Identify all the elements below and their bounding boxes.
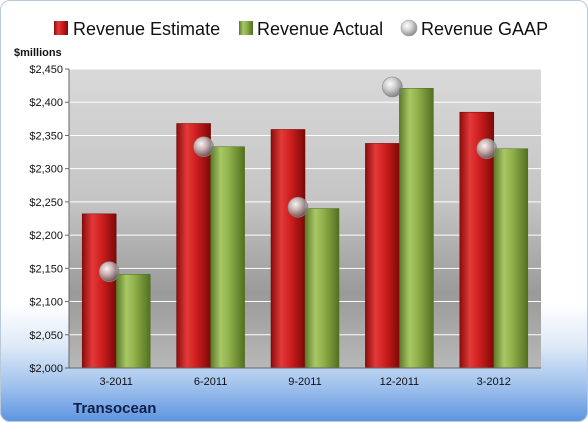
- x-axis-ticks: 3-2011 6-2011 9-2011 12-2011 3-2012: [68, 69, 541, 388]
- y-tick-label: $2,000: [29, 363, 63, 375]
- x-tick-label: 9-2011: [288, 376, 321, 388]
- x-tick-label: 3-2012: [477, 376, 511, 388]
- company-name: Transocean: [73, 400, 156, 417]
- y-tick-label: $2,400: [29, 97, 63, 109]
- y-tick-label: $2,200: [29, 230, 63, 242]
- y-tick-label: $2,300: [29, 164, 63, 176]
- y-tick-label: $2,350: [29, 130, 63, 142]
- x-tick-label: 6-2011: [194, 376, 227, 388]
- bar-revenue-actual: [399, 88, 434, 369]
- gaap-marker: [287, 196, 309, 218]
- bar-revenue-estimate: [81, 213, 117, 369]
- legend: Revenue Estimate Revenue Actual Revenue …: [54, 19, 548, 39]
- legend-swatch-actual: [239, 21, 253, 35]
- gaap-markers: [98, 76, 498, 282]
- bar-revenue-actual: [493, 148, 529, 369]
- y-tick-label: $2,150: [29, 263, 63, 275]
- y-tick-label: $2,450: [29, 64, 63, 76]
- bars: [81, 88, 529, 369]
- bar-revenue-estimate: [270, 129, 306, 369]
- bar-revenue-estimate: [365, 143, 400, 369]
- x-tick-label: 3-2011: [99, 376, 132, 388]
- legend-label-actual: Revenue Actual: [257, 19, 383, 39]
- legend-swatch-gaap: [400, 19, 418, 37]
- x-tick-label: 12-2011: [380, 376, 420, 388]
- y-tick-label: $2,250: [29, 197, 63, 209]
- unit-label: $millions: [14, 47, 62, 59]
- bar-revenue-actual: [304, 208, 340, 369]
- bar-revenue-actual: [210, 146, 245, 369]
- y-tick-label: $2,050: [29, 330, 63, 342]
- gaap-marker: [382, 76, 403, 98]
- bar-revenue-estimate: [176, 123, 211, 369]
- legend-label-gaap: Revenue GAAP: [421, 19, 548, 39]
- y-axis-ticks: $2,000 $2,050 $2,100 $2,150 $2,200 $2,250 $2,3…: [29, 64, 63, 375]
- y-tick-label: $2,100: [29, 297, 63, 309]
- gaap-marker: [193, 136, 214, 158]
- legend-label-estimate: Revenue Estimate: [73, 19, 220, 39]
- bar-revenue-actual: [115, 274, 151, 369]
- gaap-marker: [98, 261, 120, 282]
- gaap-marker: [476, 138, 498, 160]
- legend-swatch-estimate: [54, 21, 68, 35]
